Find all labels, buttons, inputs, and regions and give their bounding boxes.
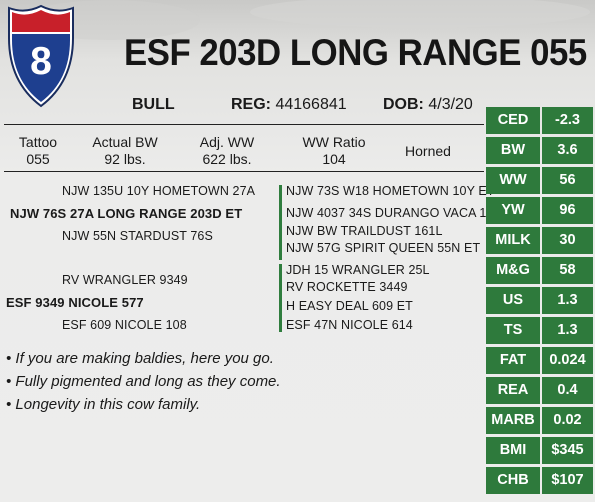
pedigree-sire: NJW 76S 27A LONG RANGE 203D ET: [10, 206, 243, 221]
pedigree-dam-dam: ESF 609 NICOLE 108: [62, 318, 187, 332]
animal-type: BULL: [132, 96, 175, 113]
epd-row-ww: WW 56: [486, 167, 593, 194]
ancestor-dam-sire-dam: RV ROCKETTE 3449: [286, 280, 408, 294]
ancestor-dam-dam-dam: ESF 47N NICOLE 614: [286, 318, 413, 332]
epd-value: 30: [542, 227, 593, 254]
epd-row-bmi: BMI $345: [486, 437, 593, 464]
registration-number: REG: 44166841: [231, 96, 347, 113]
epd-value: 0.02: [542, 407, 593, 434]
epd-row-milk: MILK 30: [486, 227, 593, 254]
epd-row-yw: YW 96: [486, 197, 593, 224]
epd-value: 3.6: [542, 137, 593, 164]
pedigree-sire-dam: NJW 55N STARDUST 76S: [62, 229, 213, 243]
stats-table-border-left: [4, 124, 115, 172]
lot-number: 8: [30, 40, 52, 83]
date-of-birth: DOB: 4/3/20: [383, 96, 473, 113]
lot-shield-icon: [8, 4, 74, 108]
ancestor-dam-dam-sire: H EASY DEAL 609 ET: [286, 299, 413, 313]
epd-row-marb: MARB 0.02: [486, 407, 593, 434]
pedigree-dam-sire: RV WRANGLER 9349: [62, 273, 188, 287]
epd-row-chb: CHB $107: [486, 467, 593, 494]
note-item: • Fully pigmented and long as they come.: [6, 373, 281, 390]
epd-row-bw: BW 3.6: [486, 137, 593, 164]
dam-ancestor-bracket: [279, 264, 282, 332]
epd-value: -2.3: [542, 107, 593, 134]
epd-value: 56: [542, 167, 593, 194]
epd-label: TS: [486, 317, 540, 344]
epd-row-mg: M&G 58: [486, 257, 593, 284]
note-item: • If you are making baldies, here you go…: [6, 350, 274, 367]
epd-value: 1.3: [542, 317, 593, 344]
stat-adj-ww: Adj. WW 622 lbs.: [199, 134, 255, 167]
lot-title: ESF 203D LONG RANGE 055: [124, 32, 587, 73]
pedigree-sire-sire: NJW 135U 10Y HOMETOWN 27A: [62, 184, 256, 198]
ancestor-sire-dam-sire: NJW BW TRAILDUST 161L: [286, 224, 443, 238]
pedigree-dam: ESF 9349 NICOLE 577: [6, 295, 144, 310]
epd-row-us: US 1.3: [486, 287, 593, 314]
stat-horned: Horned: [405, 143, 451, 159]
epd-value: 58: [542, 257, 593, 284]
epd-label: FAT: [486, 347, 540, 374]
epd-value: 0.024: [542, 347, 593, 374]
epd-label: M&G: [486, 257, 540, 284]
epd-value: 1.3: [542, 287, 593, 314]
epd-row-rea: REA 0.4: [486, 377, 593, 404]
epd-label: WW: [486, 167, 540, 194]
stats-table: [114, 124, 484, 172]
ancestor-sire-sire-dam: NJW 4037 34S DURANGO VACA 135U: [286, 206, 510, 220]
epd-label: BW: [486, 137, 540, 164]
ancestor-sire-sire-sire: NJW 73S W18 HOMETOWN 10Y ET: [286, 184, 495, 198]
epd-label: MARB: [486, 407, 540, 434]
epd-row-ts: TS 1.3: [486, 317, 593, 344]
epd-label: BMI: [486, 437, 540, 464]
note-item: • Longevity in this cow family.: [6, 396, 201, 413]
stat-tattoo: Tattoo 055: [18, 134, 58, 167]
epd-label: REA: [486, 377, 540, 404]
epd-value: 0.4: [542, 377, 593, 404]
epd-row-fat: FAT 0.024: [486, 347, 593, 374]
ancestor-dam-sire-sire: JDH 15 WRANGLER 25L: [286, 263, 430, 277]
epd-label: MILK: [486, 227, 540, 254]
epd-label: CHB: [486, 467, 540, 494]
epd-row-ced: CED -2.3: [486, 107, 593, 134]
epd-label: CED: [486, 107, 540, 134]
epd-value: 96: [542, 197, 593, 224]
sire-ancestor-bracket: [279, 185, 282, 260]
epd-label: YW: [486, 197, 540, 224]
epd-value: $107: [542, 467, 593, 494]
stat-actual-bw: Actual BW 92 lbs.: [92, 134, 158, 167]
ancestor-sire-dam-dam: NJW 57G SPIRIT QUEEN 55N ET: [286, 241, 481, 255]
stat-ww-ratio: WW Ratio 104: [302, 134, 366, 167]
epd-value: $345: [542, 437, 593, 464]
epd-label: US: [486, 287, 540, 314]
